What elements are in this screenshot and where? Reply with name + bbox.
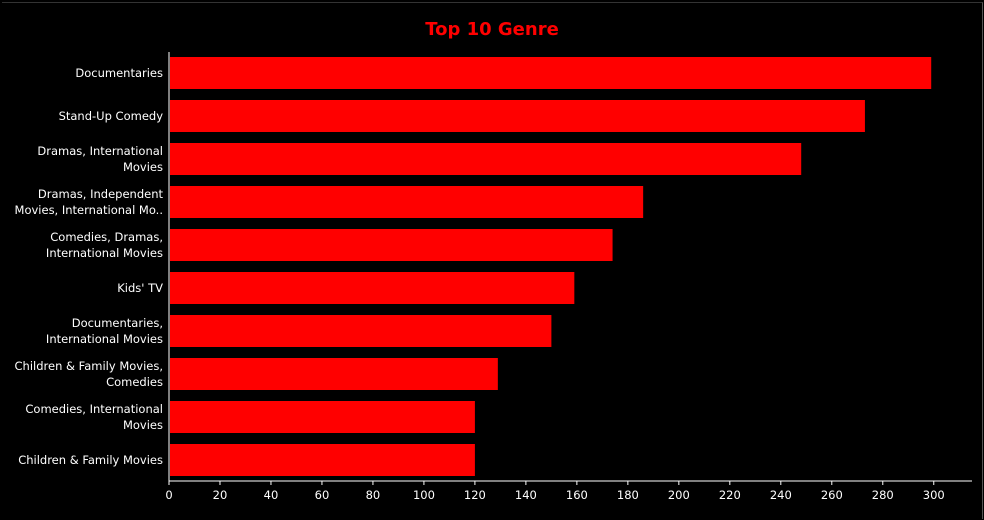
category-label: Documentaries (75, 66, 163, 80)
bar (170, 315, 552, 347)
x-tick-label: 260 (821, 488, 843, 502)
x-tick-label: 140 (515, 488, 537, 502)
x-tick-label: 220 (719, 488, 741, 502)
x-tick-label: 200 (668, 488, 690, 502)
x-tick-label: 0 (165, 488, 172, 502)
category-label: Documentaries, International Movies (46, 316, 163, 346)
x-tick-label: 160 (566, 488, 588, 502)
bar (170, 57, 932, 89)
bar (170, 358, 498, 390)
category-label: Dramas, International Movies (37, 144, 163, 174)
x-tick-label: 100 (413, 488, 435, 502)
x-tick-label: 240 (770, 488, 792, 502)
category-label: Stand-Up Comedy (59, 109, 164, 123)
bar (170, 100, 865, 132)
bar (170, 186, 644, 218)
bar (170, 229, 613, 261)
x-tick-label: 280 (872, 488, 894, 502)
category-label: Comedies, Dramas, International Movies (46, 230, 163, 260)
category-label: Children & Family Movies, Comedies (15, 359, 163, 389)
bar (170, 272, 575, 304)
category-label: Children & Family Movies (18, 453, 163, 467)
x-tick-label: 180 (617, 488, 639, 502)
x-tick-label: 60 (315, 488, 330, 502)
x-tick-label: 80 (366, 488, 381, 502)
x-tick-label: 300 (923, 488, 945, 502)
bar (170, 143, 802, 175)
category-label: Comedies, International Movies (25, 402, 163, 432)
bar (170, 401, 475, 433)
category-label: Dramas, Independent Movies, International… (15, 187, 164, 217)
chart-title: Top 10 Genre (425, 19, 559, 40)
category-label: Kids' TV (117, 281, 163, 295)
x-tick-label: 20 (213, 488, 228, 502)
x-tick-label: 120 (464, 488, 486, 502)
x-tick-label: 40 (264, 488, 279, 502)
bar (170, 444, 475, 476)
